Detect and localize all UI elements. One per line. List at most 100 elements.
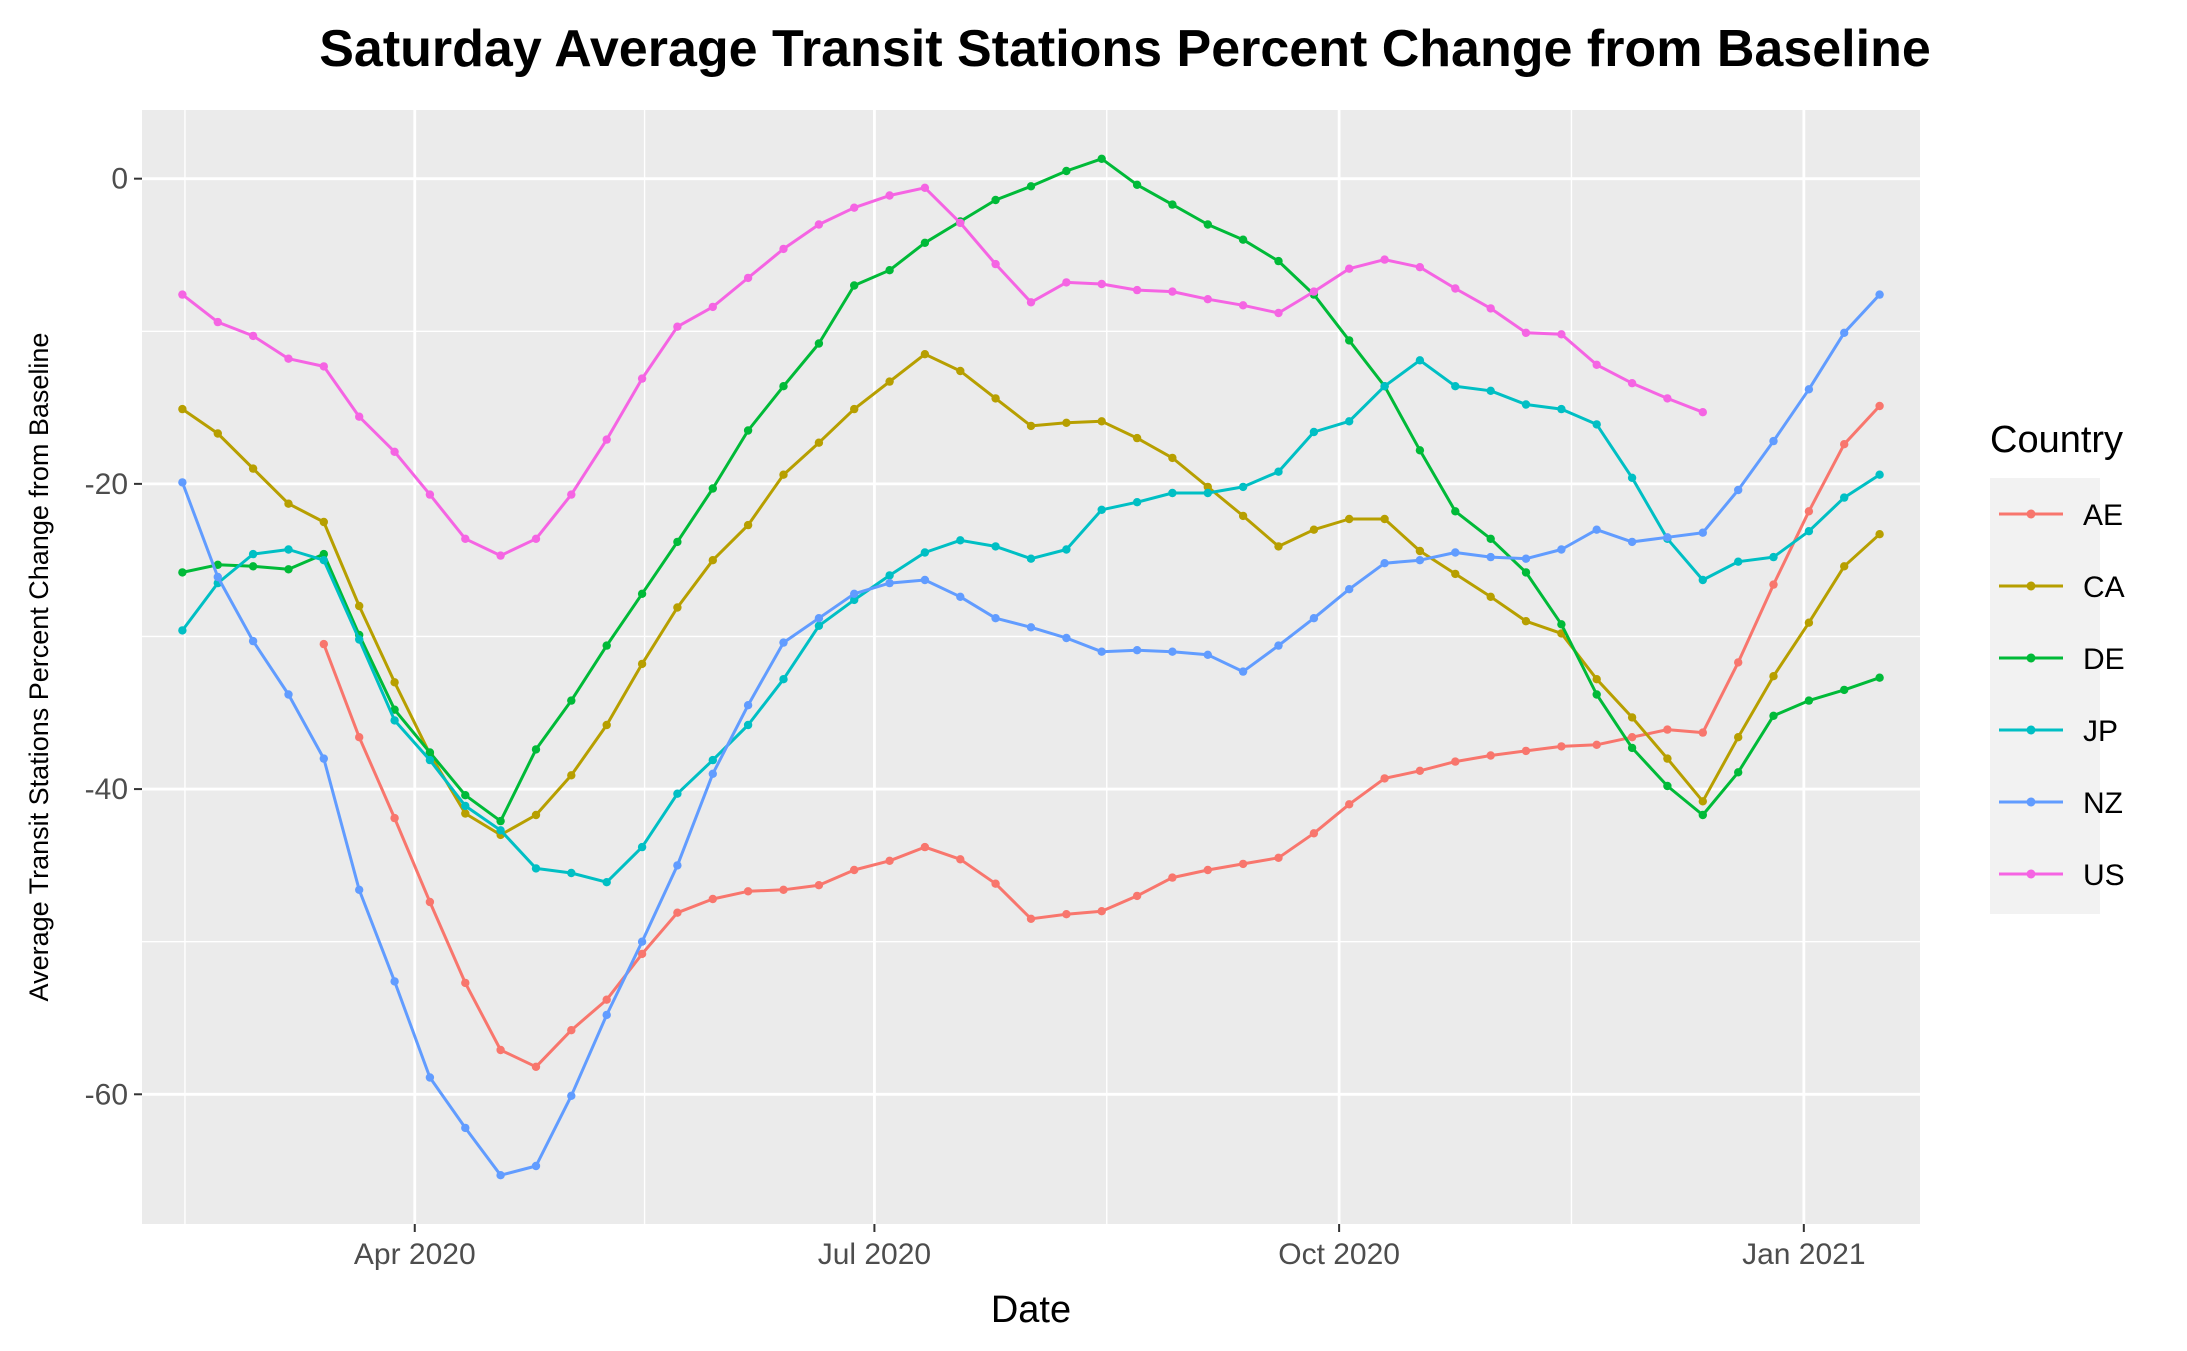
- data-point-DE: [1592, 690, 1601, 699]
- legend-item-NZ: NZ: [1999, 787, 2123, 820]
- data-point-DE: [1238, 235, 1248, 244]
- data-point-US: [355, 412, 364, 421]
- data-point-DE: [1698, 810, 1708, 820]
- data-point-AE: [1345, 800, 1354, 809]
- data-point-JP: [496, 826, 505, 835]
- data-point-AE: [390, 813, 399, 823]
- data-point-CA: [1486, 592, 1495, 601]
- data-point-NZ: [1132, 646, 1142, 655]
- plot-panel: [142, 110, 1920, 1224]
- x-axis-title: Date: [991, 1289, 1071, 1331]
- data-point-CA: [779, 470, 788, 479]
- data-point-AE: [885, 856, 894, 865]
- data-point-NZ: [1698, 528, 1708, 537]
- data-point-AE: [1415, 766, 1425, 775]
- data-point-JP: [1380, 382, 1389, 391]
- data-point-AE: [1734, 658, 1743, 667]
- data-point-DE: [991, 195, 1000, 205]
- data-point-JP: [461, 801, 470, 811]
- data-point-NZ: [1062, 633, 1071, 643]
- data-point-CA: [850, 404, 859, 414]
- data-point-NZ: [814, 614, 824, 623]
- data-point-CA: [1734, 733, 1743, 742]
- data-point-JP: [991, 542, 1000, 551]
- data-point-DE: [178, 568, 187, 577]
- data-point-DE: [602, 641, 611, 650]
- x-axis: Apr 2020 Jul 2020 Oct 2020 Jan 2021: [354, 1224, 1866, 1271]
- data-point-US: [1274, 308, 1283, 318]
- data-point-JP: [956, 536, 965, 545]
- data-point-CA: [531, 810, 541, 820]
- data-point-JP: [567, 868, 576, 878]
- legend-key-point: [2026, 725, 2036, 735]
- data-point-US: [496, 551, 505, 560]
- data-point-CA: [885, 377, 894, 386]
- data-point-JP: [743, 720, 753, 730]
- data-point-NZ: [779, 638, 788, 647]
- data-point-US: [1132, 285, 1142, 295]
- data-point-JP: [850, 595, 859, 605]
- legend-item-US: US: [1999, 859, 2125, 892]
- data-point-AE: [850, 865, 859, 875]
- data-point-DE: [425, 748, 435, 757]
- data-point-NZ: [1840, 328, 1849, 337]
- data-point-CA: [1168, 453, 1177, 463]
- data-point-DE: [1875, 673, 1884, 682]
- data-point-JP: [1274, 467, 1283, 476]
- data-point-NZ: [1026, 623, 1036, 632]
- data-point-NZ: [1168, 647, 1177, 656]
- data-point-DE: [1132, 180, 1142, 189]
- data-point-DE: [248, 562, 258, 571]
- data-point-NZ: [531, 1161, 541, 1171]
- data-point-NZ: [708, 769, 717, 778]
- data-point-AE: [319, 639, 328, 649]
- data-point-AE: [637, 949, 647, 959]
- data-point-AE: [1026, 914, 1036, 923]
- data-point-NZ: [1734, 485, 1743, 495]
- data-point-US: [1486, 304, 1495, 313]
- data-point-US: [1097, 279, 1106, 289]
- data-point-JP: [1557, 404, 1566, 414]
- data-point-AE: [1663, 725, 1672, 734]
- data-point-CA: [248, 464, 258, 473]
- data-point-JP: [602, 878, 611, 887]
- data-point-CA: [213, 429, 222, 438]
- legend-label: DE: [2083, 643, 2125, 676]
- data-point-CA: [567, 771, 576, 780]
- data-point-AE: [1451, 757, 1460, 766]
- data-point-NZ: [1274, 641, 1283, 650]
- data-point-US: [1203, 295, 1213, 304]
- data-point-CA: [1875, 530, 1884, 539]
- data-point-NZ: [743, 701, 753, 710]
- data-point-AE: [355, 733, 364, 742]
- legend: Country AE CA DE JP NZ US: [1990, 419, 2125, 914]
- data-point-NZ: [1521, 554, 1531, 563]
- data-point-NZ: [1345, 585, 1354, 594]
- data-point-AE: [496, 1045, 505, 1055]
- data-point-US: [814, 220, 824, 229]
- data-point-JP: [814, 621, 824, 630]
- data-point-US: [743, 273, 753, 283]
- data-point-US: [248, 331, 258, 341]
- data-point-AE: [1203, 865, 1213, 875]
- data-point-DE: [1203, 220, 1213, 229]
- data-point-NZ: [1415, 556, 1425, 565]
- data-point-US: [1627, 379, 1637, 388]
- data-point-AE: [1840, 440, 1849, 449]
- data-point-CA: [178, 404, 187, 414]
- data-point-US: [885, 191, 894, 200]
- data-point-JP: [1698, 575, 1708, 585]
- data-point-JP: [1238, 482, 1248, 492]
- data-point-CA: [708, 556, 717, 565]
- data-point-JP: [779, 675, 788, 684]
- data-point-US: [461, 534, 470, 543]
- data-point-AE: [708, 894, 717, 904]
- data-point-CA: [920, 350, 930, 359]
- data-point-US: [1309, 287, 1319, 296]
- data-point-JP: [355, 635, 364, 644]
- data-point-DE: [708, 484, 717, 493]
- legend-item-AE: AE: [1999, 499, 2123, 532]
- chart-title: Saturday Average Transit Stations Percen…: [319, 20, 1931, 78]
- series-AE: [319, 401, 1884, 1072]
